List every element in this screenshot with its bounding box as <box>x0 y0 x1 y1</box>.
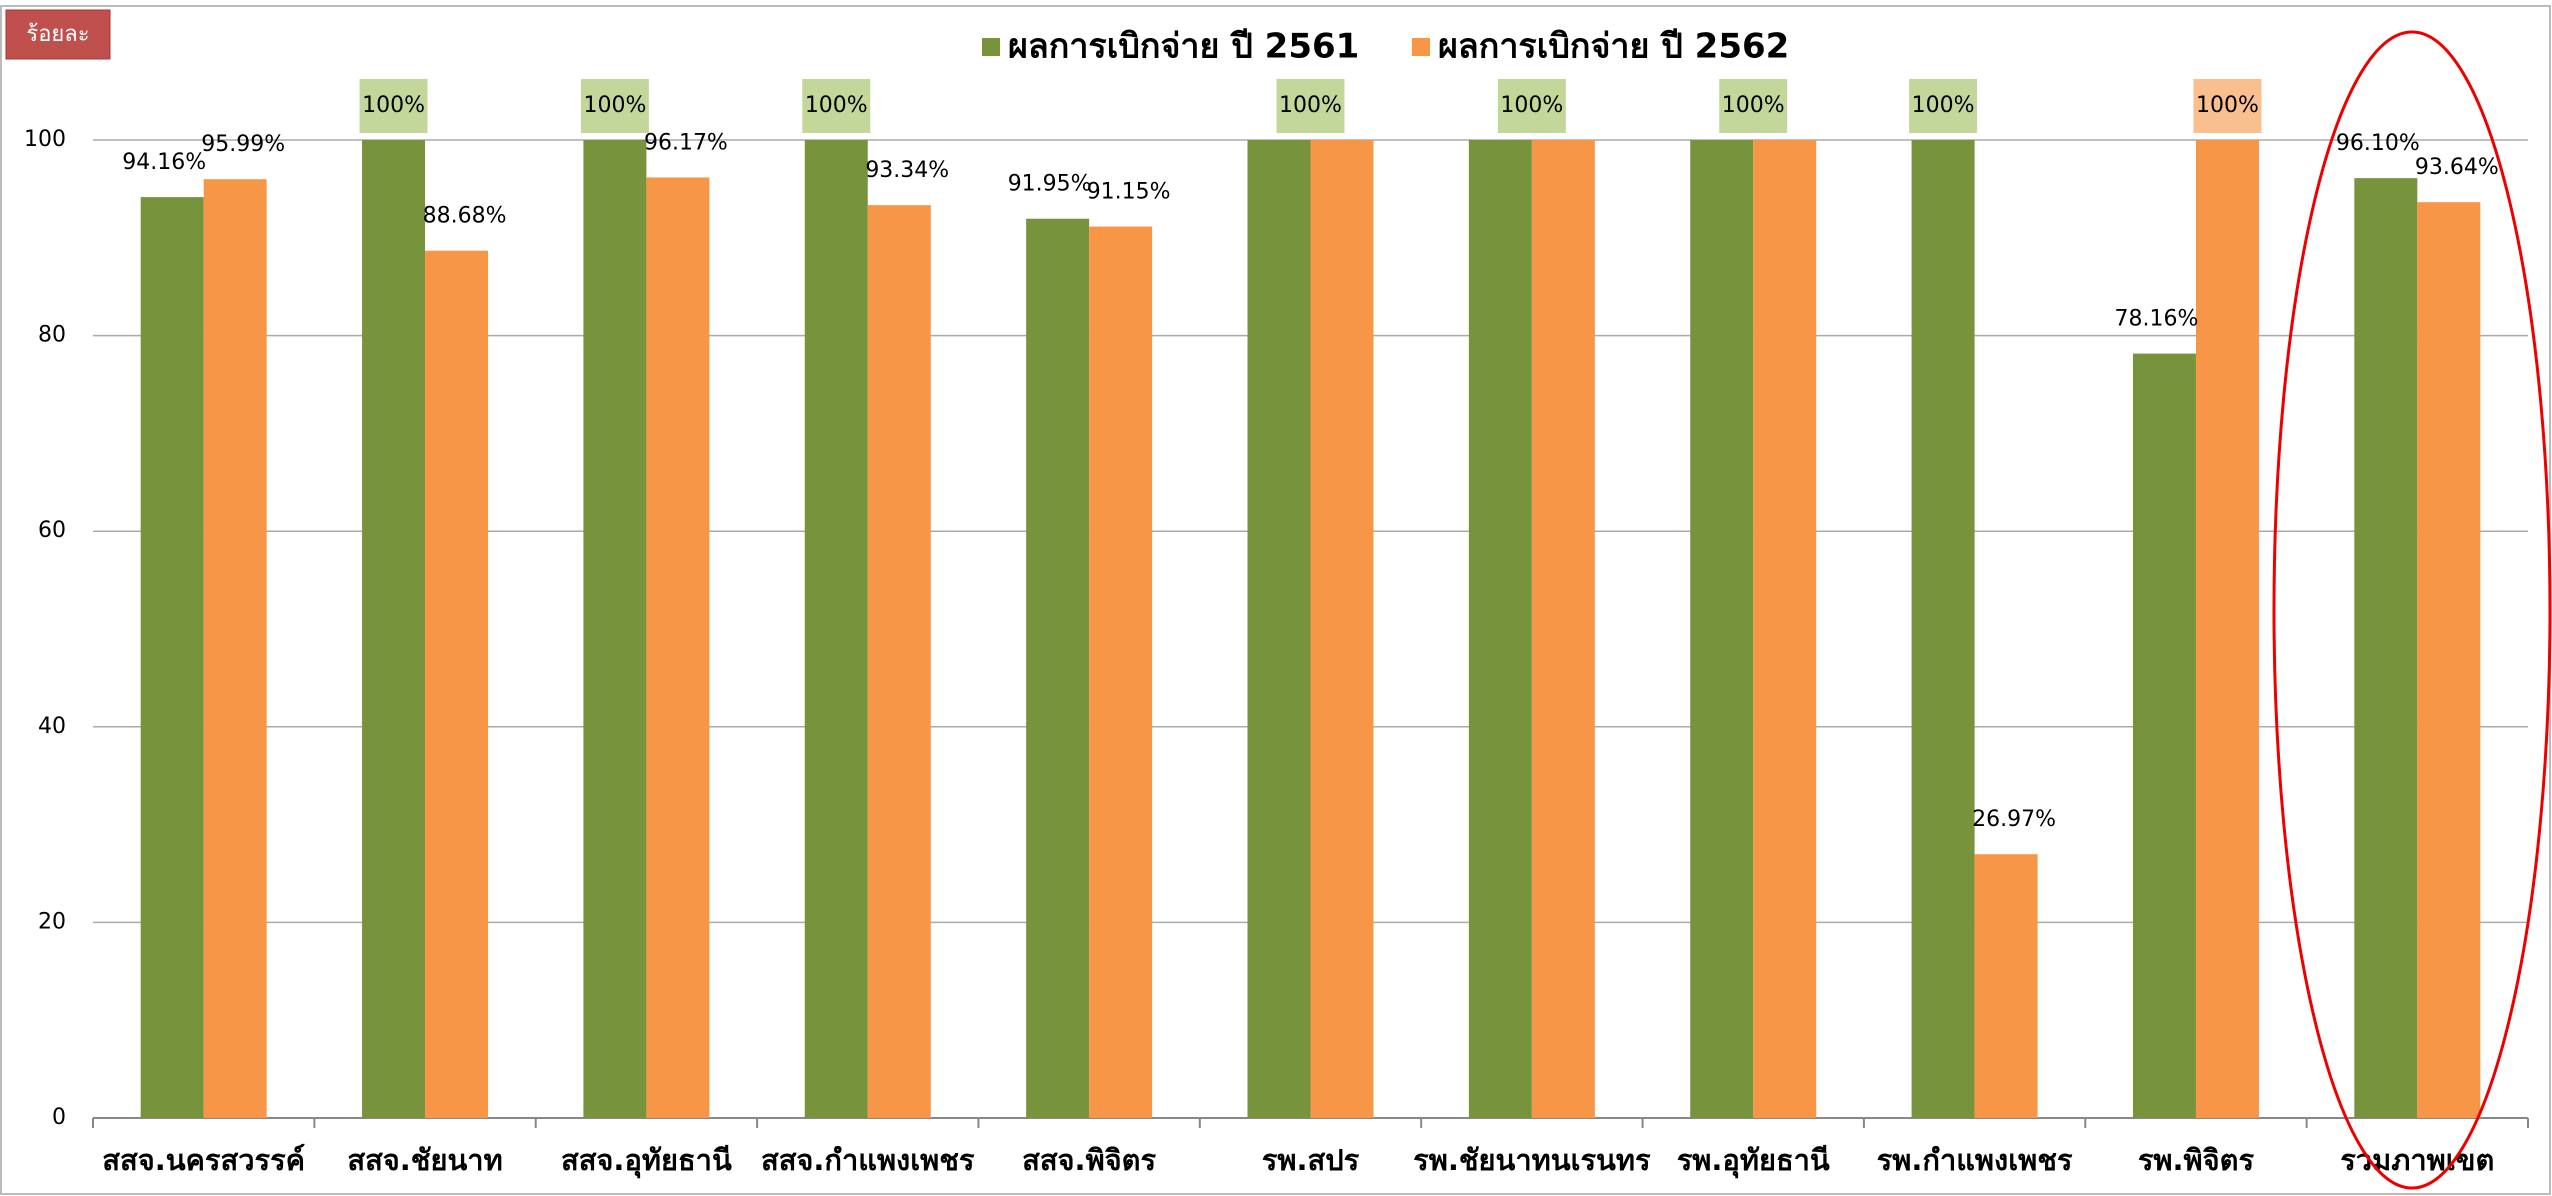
x-tick-label: สสจ.นครสวรรค์ <box>102 1143 305 1177</box>
bar <box>1690 140 1754 1118</box>
value-label: 88.68% <box>423 204 507 229</box>
value-label: 100% <box>362 93 425 118</box>
x-tick-label: รพ.พิจิตร <box>2138 1143 2255 1177</box>
value-label-box <box>1719 79 1788 133</box>
value-label: 93.34% <box>865 158 949 183</box>
x-tick-label: รพ.กำแพงเพชร <box>1877 1143 2073 1177</box>
x-tick-label: สสจ.อุทัยธานี <box>561 1143 732 1178</box>
bar <box>2417 202 2481 1118</box>
bar <box>1310 140 1374 1118</box>
value-label: 100% <box>1912 93 1975 118</box>
bar <box>362 140 426 1118</box>
value-label: 100% <box>1722 93 1785 118</box>
x-tick-label: สสจ.กำแพงเพชร <box>761 1143 975 1177</box>
bar <box>1531 140 1595 1118</box>
legend-label: ผลการเบิกจ่าย ปี 2561 <box>1008 27 1359 67</box>
x-tick-label: รพ.สปร <box>1262 1143 1360 1177</box>
bar <box>1974 854 2038 1118</box>
value-label: 91.95% <box>1008 172 1092 197</box>
value-label: 100% <box>2196 93 2259 118</box>
value-label: 100% <box>805 93 868 118</box>
bar <box>1089 226 1153 1119</box>
highlight-ellipse <box>2272 30 2552 1190</box>
bar <box>1026 218 1090 1118</box>
value-label: 94.16% <box>122 150 206 175</box>
x-tick-label: รวมภาพเขต <box>2340 1143 2494 1177</box>
bar <box>2195 140 2259 1118</box>
badge-box <box>5 9 111 60</box>
bar <box>2354 178 2418 1119</box>
value-label-box <box>580 79 649 133</box>
legend-swatch <box>1412 38 1430 56</box>
badge: ร้อยละ <box>26 22 89 47</box>
y-tick-label: 80 <box>38 323 66 348</box>
bar <box>203 179 267 1119</box>
value-label-box <box>1276 79 1345 133</box>
bar <box>140 197 204 1118</box>
legend-label: ผลการเบิกจ่าย ปี 2562 <box>1438 27 1789 67</box>
bar <box>867 205 931 1119</box>
bar <box>1247 140 1311 1118</box>
value-label: 26.97% <box>1972 807 2056 832</box>
y-tick-label: 100 <box>24 127 66 152</box>
bar <box>1468 140 1532 1118</box>
y-tick-label: 40 <box>38 714 66 739</box>
bar <box>425 250 489 1118</box>
x-tick-label: สสจ.พิจิตร <box>1022 1143 1156 1177</box>
value-label: 93.64% <box>2415 155 2499 180</box>
value-label: 78.16% <box>2115 307 2199 332</box>
y-tick-label: 60 <box>38 518 66 543</box>
bar <box>1753 140 1817 1118</box>
x-tick-label: รพ.ชัยนาทนเรนทร <box>1413 1143 1651 1177</box>
value-label: 100% <box>1279 93 1342 118</box>
bar <box>646 177 710 1118</box>
bar <box>2132 353 2196 1118</box>
value-label-box <box>1909 79 1978 133</box>
value-label-box <box>359 79 428 133</box>
legend-swatch <box>982 38 1000 56</box>
y-tick-label: 0 <box>52 1105 66 1130</box>
bar <box>1911 140 1975 1118</box>
bar <box>583 140 647 1118</box>
value-label-box <box>2193 79 2262 133</box>
value-label-box <box>1497 79 1566 133</box>
x-tick-label: สสจ.ชัยนาท <box>347 1143 502 1177</box>
bar <box>804 140 868 1118</box>
value-label: 100% <box>1500 93 1563 118</box>
value-label: 96.10% <box>2336 131 2420 156</box>
value-label: 95.99% <box>201 132 285 157</box>
value-label: 100% <box>583 93 646 118</box>
value-label-box <box>802 79 871 133</box>
value-label: 91.15% <box>1087 180 1171 205</box>
value-label: 96.17% <box>644 130 728 155</box>
x-tick-label: รพ.อุทัยธานี <box>1677 1143 1830 1178</box>
y-tick-label: 20 <box>38 909 66 934</box>
